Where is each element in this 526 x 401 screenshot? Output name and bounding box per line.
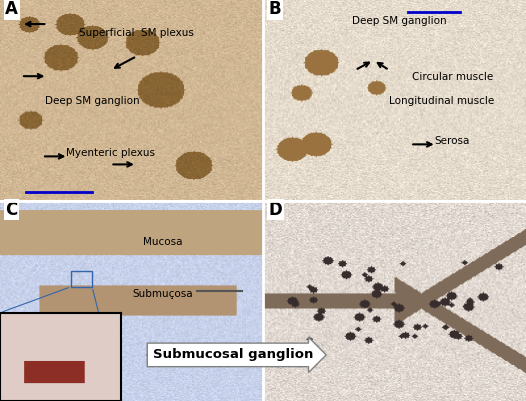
Text: Deep SM ganglion: Deep SM ganglion	[45, 96, 139, 106]
Bar	[71, 271, 92, 287]
Text: Mucosa: Mucosa	[143, 237, 183, 247]
Text: C: C	[5, 200, 17, 219]
Text: Submucosal ganglion: Submucosal ganglion	[153, 348, 313, 361]
Text: Superficial  SM plexus: Superficial SM plexus	[79, 28, 194, 38]
Text: Deep SM ganglion: Deep SM ganglion	[352, 16, 447, 26]
Text: D: D	[268, 200, 282, 219]
Text: Serosa: Serosa	[434, 136, 470, 146]
Text: Circular muscle: Circular muscle	[412, 72, 493, 82]
Text: B: B	[268, 0, 281, 18]
Text: Longitudinal muscle: Longitudinal muscle	[389, 96, 494, 106]
Text: Myenteric plexus: Myenteric plexus	[66, 148, 155, 158]
Text: A: A	[5, 0, 18, 18]
Text: Submuçosa: Submuçosa	[133, 289, 194, 299]
